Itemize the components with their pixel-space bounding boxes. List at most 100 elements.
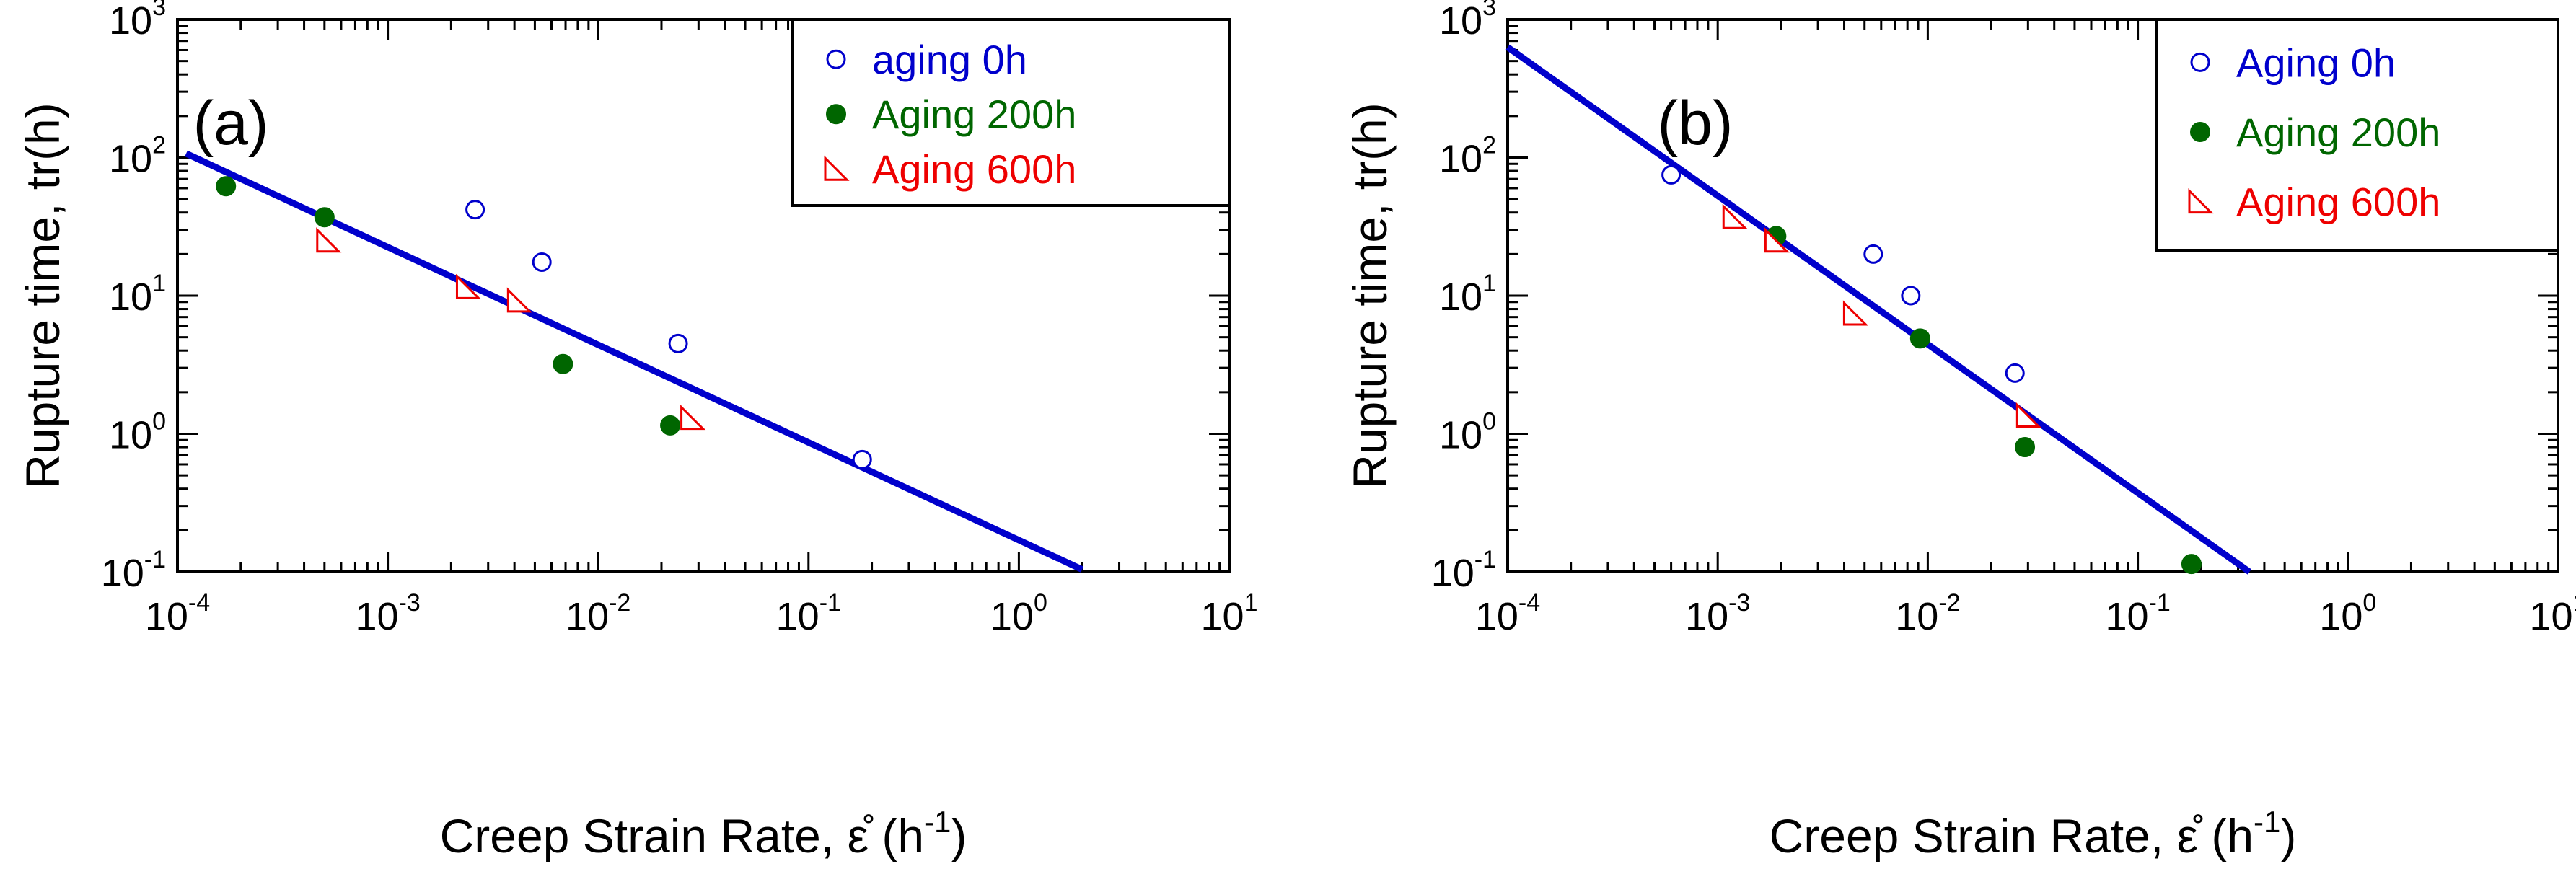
data-point <box>455 273 482 299</box>
legend-marker <box>826 104 846 125</box>
x-tick-base: 10 <box>2105 595 2148 638</box>
y-tick-base: 10 <box>1439 275 1482 319</box>
legend: aging 0h Aging 200h Aging 600h <box>791 18 1231 207</box>
chart-panel-b: 10-410-310-210-110010110-1100101102103Ru… <box>1343 0 2576 862</box>
x-tick-label: 101 <box>2530 589 2576 638</box>
data-point <box>1842 300 1869 326</box>
x-tick-exponent: -1 <box>2149 589 2171 617</box>
y-tick-label: 102 <box>1439 132 1496 181</box>
y-tick-label: 103 <box>1439 0 1496 43</box>
y-tick-exponent: 0 <box>152 408 166 436</box>
y-tick-exponent: -1 <box>1474 546 1496 573</box>
series-open-triangle <box>1722 203 2041 428</box>
y-tick-label: 102 <box>109 132 166 181</box>
x-tick-base: 10 <box>2319 595 2362 638</box>
data-point <box>553 353 573 374</box>
chart-panel-a: 10-4 10-3 10-2 10-1 100 10110-1100101102103Ru… <box>16 0 1258 862</box>
x-tick-label: 10-4 <box>1475 589 1540 638</box>
data-point <box>1909 328 1930 349</box>
data-point <box>852 449 872 469</box>
legend: Aging 0h Aging 200h Aging 600h <box>2155 18 2559 252</box>
legend-marker <box>2190 52 2210 72</box>
y-tick-label: 100 <box>109 408 166 457</box>
data-point <box>506 287 532 313</box>
y-tick-base: 10 <box>101 552 144 595</box>
x-axis-unit-exponent: -1 <box>924 805 951 839</box>
legend-label: Aging 200h <box>872 92 1076 137</box>
x-tick-label: 10-3 <box>1685 589 1750 638</box>
y-tick-label: 101 <box>1439 270 1496 319</box>
y-tick-exponent: 2 <box>152 132 166 159</box>
x-tick-label: 100 <box>2319 589 2376 638</box>
x-tick-base: 10 <box>1685 595 1728 638</box>
y-tick-label: 100 <box>1439 408 1496 457</box>
x-tick-exponent: 0 <box>1034 589 1047 617</box>
x-axis-unit-close: ) <box>2280 809 2296 862</box>
data-point <box>2181 554 2202 575</box>
legend-box <box>791 18 1231 207</box>
x-tick-base: 10 <box>566 595 609 638</box>
fit-line <box>185 150 1084 573</box>
legend-marker <box>824 155 850 181</box>
x-axis-unit: (h <box>869 809 924 862</box>
y-tick-exponent: 2 <box>1482 132 1496 159</box>
data-point <box>2005 363 2025 383</box>
panel-label: (a) <box>193 89 268 158</box>
y-axis-title: Rupture time, tr(h) <box>16 102 69 488</box>
x-tick-base: 10 <box>355 595 398 638</box>
data-point <box>2015 437 2036 458</box>
y-tick-exponent: -1 <box>144 546 166 573</box>
data-point <box>1863 244 1883 264</box>
y-tick-exponent: 3 <box>152 0 166 21</box>
legend-label: Aging 0h <box>2236 40 2396 85</box>
x-tick-label: 100 <box>990 589 1047 638</box>
series-open-triangle <box>316 227 706 431</box>
data-point <box>314 207 335 228</box>
x-tick-exponent: -2 <box>1938 589 1960 617</box>
y-tick-exponent: 3 <box>1482 0 1496 21</box>
x-tick-label: 10-2 <box>566 589 630 638</box>
x-tick-base: 10 <box>1475 595 1518 638</box>
data-point <box>1722 203 1748 229</box>
x-tick-exponent: 1 <box>2573 589 2576 617</box>
x-tick-exponent: -3 <box>399 589 421 617</box>
data-point <box>1764 227 1790 253</box>
y-tick-label: 101 <box>109 270 166 319</box>
data-point <box>316 227 342 253</box>
x-tick-label: 101 <box>1201 589 1258 638</box>
x-tick-label: 10-1 <box>2105 589 2170 638</box>
series-filled-circle <box>216 176 681 436</box>
legend-label: Aging 600h <box>2236 180 2440 225</box>
legend-label: Aging 200h <box>2236 110 2440 155</box>
data-point <box>532 252 552 272</box>
legend-marker <box>826 49 846 69</box>
x-axis-unit-exponent: -1 <box>2254 805 2280 839</box>
data-point <box>680 405 706 431</box>
x-tick-base: 10 <box>1895 595 1938 638</box>
data-point <box>2015 402 2041 428</box>
legend-label: Aging 600h <box>872 146 1076 192</box>
x-axis-title: Creep Strain Rate, ε̊ (h-1) <box>440 805 967 862</box>
x-tick-exponent: -3 <box>1728 589 1750 617</box>
y-tick-base: 10 <box>109 275 152 319</box>
x-axis-title-text: Creep Strain Rate, <box>440 809 848 862</box>
x-tick-label: 10-1 <box>776 589 841 638</box>
y-tick-base: 10 <box>109 414 152 457</box>
x-tick-label: 10-2 <box>1895 589 1960 638</box>
legend-label: aging 0h <box>872 37 1027 82</box>
y-tick-base: 10 <box>1439 414 1482 457</box>
y-tick-label: 10-1 <box>1431 546 1496 595</box>
y-tick-base: 10 <box>109 0 152 43</box>
series-open-circle <box>465 200 872 469</box>
x-tick-exponent: -1 <box>819 589 841 617</box>
data-point <box>465 200 485 220</box>
data-point <box>1661 164 1682 185</box>
y-tick-exponent: 1 <box>152 270 166 297</box>
series-open-circle <box>1661 164 2025 383</box>
x-tick-label: 10-3 <box>355 589 420 638</box>
x-tick-exponent: -2 <box>609 589 630 617</box>
y-tick-exponent: 0 <box>1482 408 1496 436</box>
y-tick-base: 10 <box>1439 138 1482 181</box>
y-tick-exponent: 1 <box>1482 270 1496 297</box>
